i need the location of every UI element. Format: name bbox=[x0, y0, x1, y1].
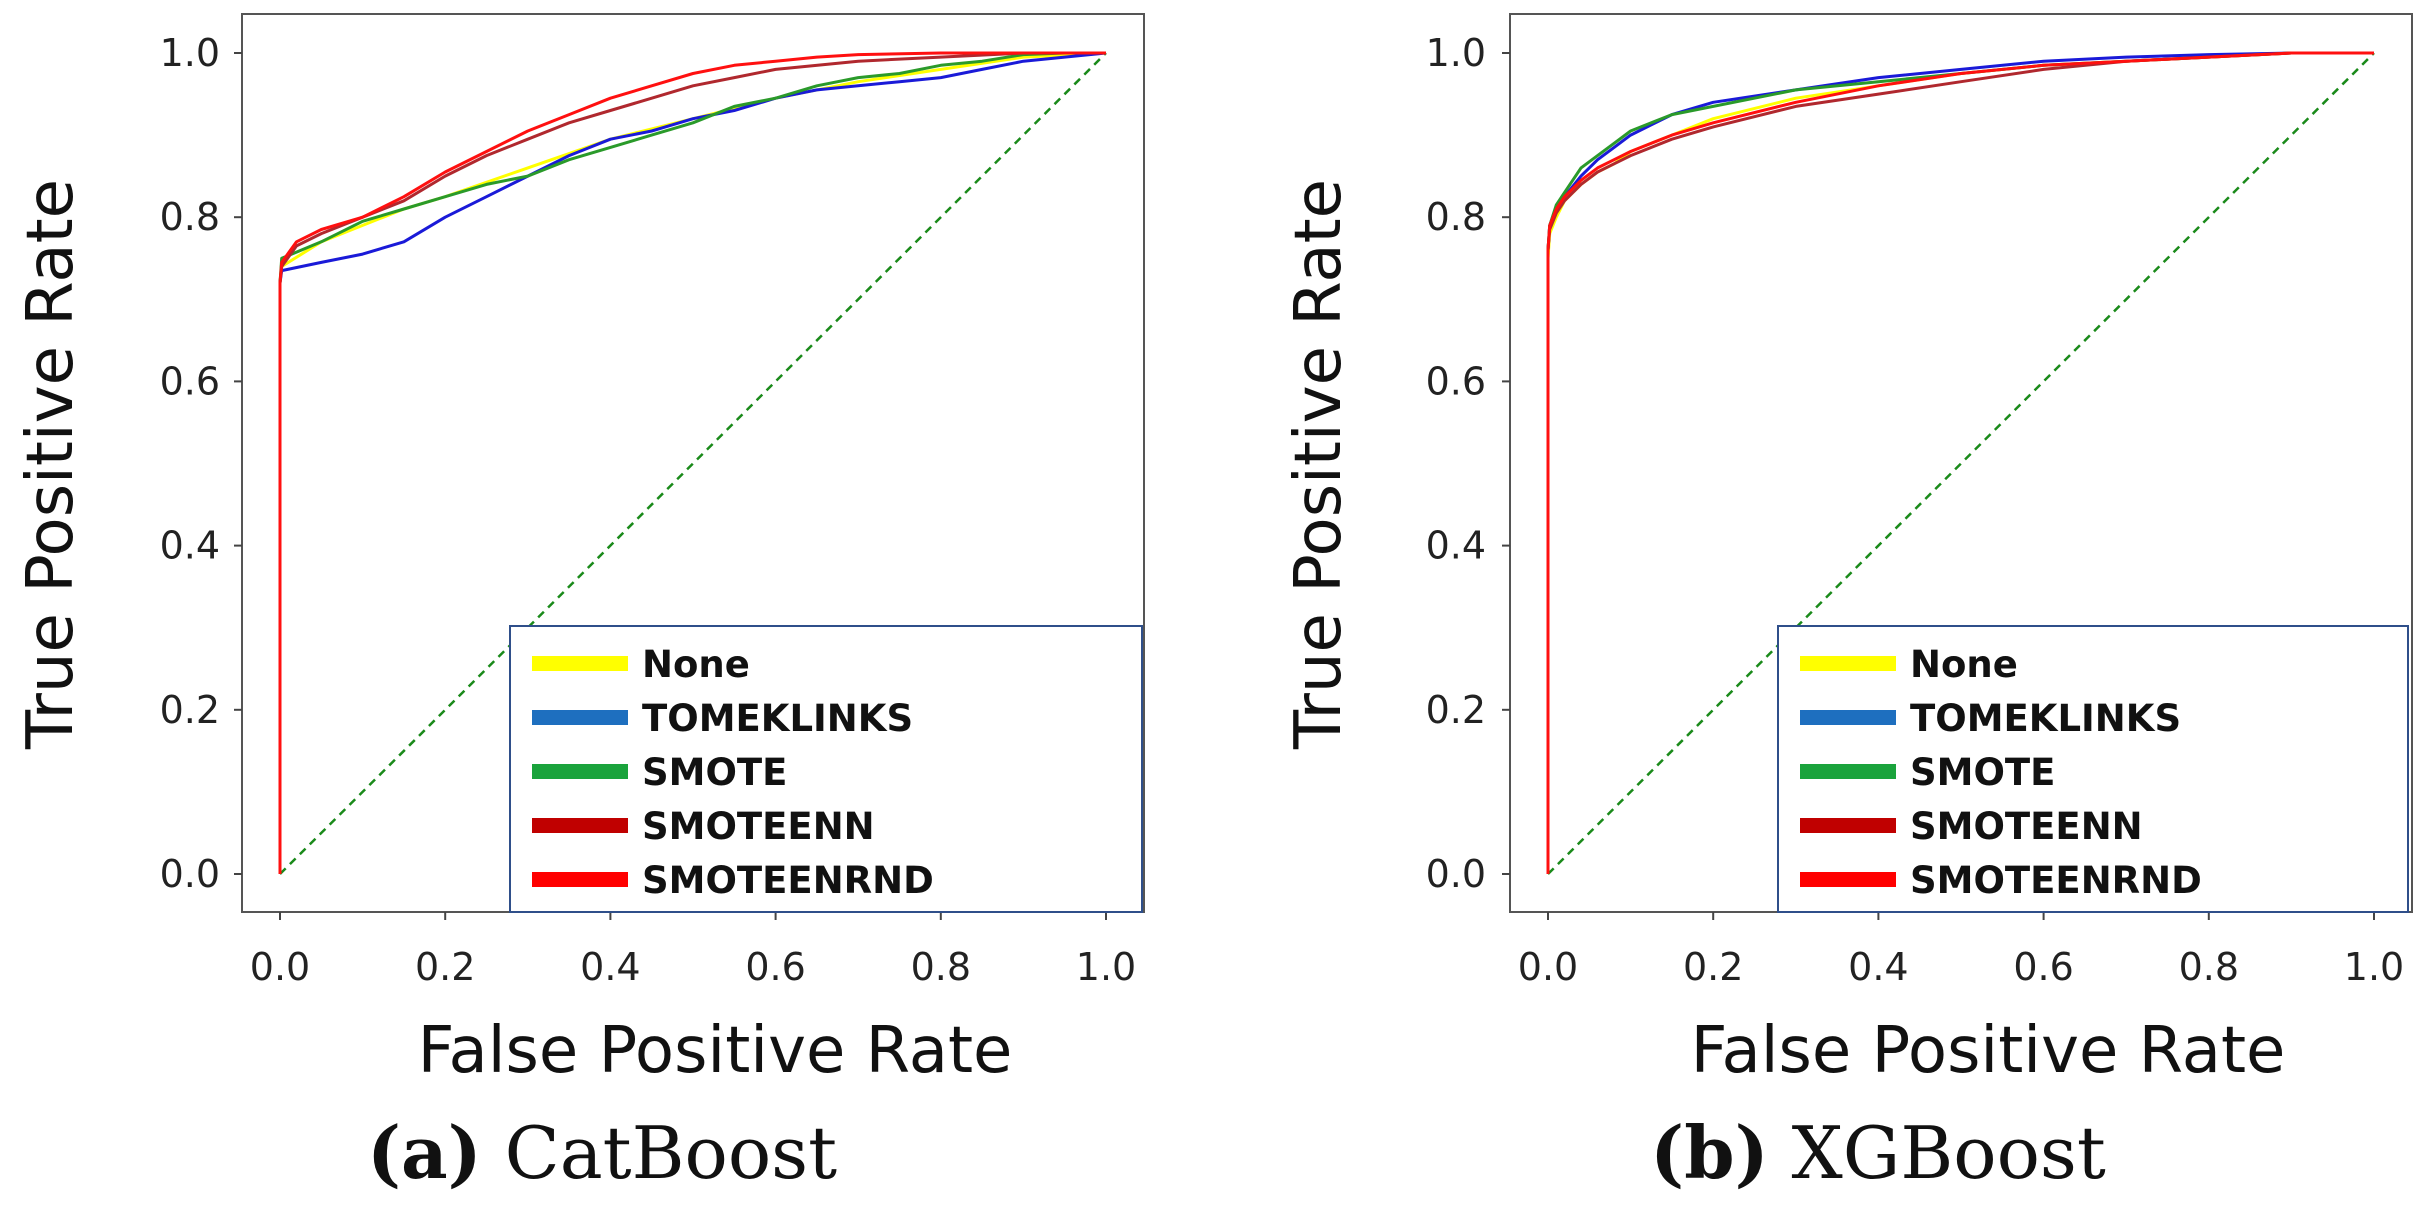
xgboost-y-tick-label: 0.2 bbox=[1426, 688, 1486, 732]
catboost-x-axis-title: False Positive Rate bbox=[418, 1014, 1013, 1088]
caption-b: (b) XGBoost bbox=[1650, 1110, 2106, 1195]
xgboost-legend-label-none: None bbox=[1910, 643, 2018, 686]
xgboost-x-tick-label: 0.8 bbox=[2179, 945, 2239, 989]
xgboost-legend-swatch-smoteenrnd bbox=[1800, 872, 1896, 887]
catboost-legend-swatch-none bbox=[532, 656, 628, 671]
catboost-legend-label-smoteenn: SMOTEENN bbox=[642, 805, 875, 848]
xgboost-reference-diagonal bbox=[1547, 52, 2375, 875]
xgboost-legend-label-tomeklinks: TOMEKLINKS bbox=[1910, 697, 2181, 740]
xgboost-x-tick-label: 0.4 bbox=[1848, 945, 1908, 989]
caption-a-text: CatBoost bbox=[482, 1111, 837, 1195]
catboost-legend-swatch-smoteenn bbox=[532, 818, 628, 833]
xgboost-legend-swatch-tomeklinks bbox=[1800, 710, 1896, 725]
catboost-legend-swatch-smoteenrnd bbox=[532, 872, 628, 887]
xgboost-y-tick-label: 0.4 bbox=[1426, 524, 1486, 568]
catboost-legend-label-smoteenrnd: SMOTEENRND bbox=[642, 859, 934, 902]
catboost-x-tick-label: 1.0 bbox=[1076, 945, 1136, 989]
xgboost-legend-label-smoteenn: SMOTEENN bbox=[1910, 805, 2143, 848]
xgboost-x-tick-label: 0.2 bbox=[1683, 945, 1743, 989]
xgboost-x-tick-label: 0.6 bbox=[2013, 945, 2073, 989]
catboost-series-none bbox=[278, 51, 1107, 874]
catboost-series-smoteenrnd bbox=[278, 51, 1106, 874]
catboost-x-tick-label: 0.6 bbox=[745, 945, 805, 989]
catboost-legend-label-none: None bbox=[642, 643, 750, 686]
xgboost-y-tick-label: 0.8 bbox=[1426, 195, 1486, 239]
xgboost-legend-label-smoteenrnd: SMOTEENRND bbox=[1910, 859, 2202, 902]
xgboost-legend-swatch-smote bbox=[1800, 764, 1896, 779]
catboost-y-tick-label: 1.0 bbox=[160, 31, 220, 75]
catboost-reference-diagonal bbox=[279, 52, 1107, 875]
xgboost-y-axis-title: True Positive Rate bbox=[1282, 179, 1356, 750]
catboost-x-tick-label: 0.0 bbox=[250, 945, 310, 989]
catboost-y-tick-label: 0.4 bbox=[160, 524, 220, 568]
catboost-x-tick-label: 0.2 bbox=[415, 945, 475, 989]
catboost-x-tick-label: 0.8 bbox=[911, 945, 971, 989]
xgboost-legend-label-smote: SMOTE bbox=[1910, 751, 2055, 794]
caption-b-label: (b) bbox=[1650, 1110, 1768, 1195]
xgboost-y-tick-label: 0.6 bbox=[1426, 359, 1486, 403]
catboost-x-tick-label: 0.4 bbox=[580, 945, 640, 989]
caption-b-text: XGBoost bbox=[1769, 1111, 2106, 1195]
catboost-y-axis-title: True Positive Rate bbox=[14, 179, 88, 750]
catboost-y-tick-label: 0.2 bbox=[160, 688, 220, 732]
xgboost-x-tick-label: 0.0 bbox=[1518, 945, 1578, 989]
catboost-y-tick-label: 0.8 bbox=[160, 195, 220, 239]
catboost-legend-swatch-tomeklinks bbox=[532, 710, 628, 725]
catboost-series-tomeklinks bbox=[278, 51, 1107, 874]
caption-a: (a) CatBoost bbox=[367, 1110, 837, 1195]
xgboost-x-axis-title: False Positive Rate bbox=[1691, 1014, 2286, 1088]
catboost-legend-label-tomeklinks: TOMEKLINKS bbox=[642, 697, 913, 740]
xgboost-x-tick-label: 1.0 bbox=[2344, 945, 2404, 989]
xgboost-legend-swatch-none bbox=[1800, 656, 1896, 671]
catboost-y-tick-label: 0.0 bbox=[160, 852, 220, 896]
panel-xgboost: 0.0 0.2 0.4 0.6 0.8 1.0 0.0 0.2 0.4 0.6 0.8 1.0 Fals… bbox=[1282, 13, 2413, 1088]
catboost-series-smote bbox=[278, 51, 1106, 874]
catboost-legend-swatch-smote bbox=[532, 764, 628, 779]
catboost-y-tick-label: 0.6 bbox=[160, 359, 220, 403]
xgboost-series-smoteenrnd bbox=[1546, 51, 2374, 874]
xgboost-y-tick-label: 0.0 bbox=[1426, 852, 1486, 896]
xgboost-y-tick-label: 1.0 bbox=[1426, 31, 1486, 75]
panel-catboost: 0.0 0.2 0.4 0.6 0.8 1.0 0.0 0.2 0.4 0.6 0.8 1.0 Fals… bbox=[14, 13, 1145, 1088]
caption-a-label: (a) bbox=[367, 1110, 482, 1195]
catboost-legend-label-smote: SMOTE bbox=[642, 751, 787, 794]
xgboost-legend-swatch-smoteenn bbox=[1800, 818, 1896, 833]
catboost-series-smoteenn bbox=[278, 51, 1106, 874]
